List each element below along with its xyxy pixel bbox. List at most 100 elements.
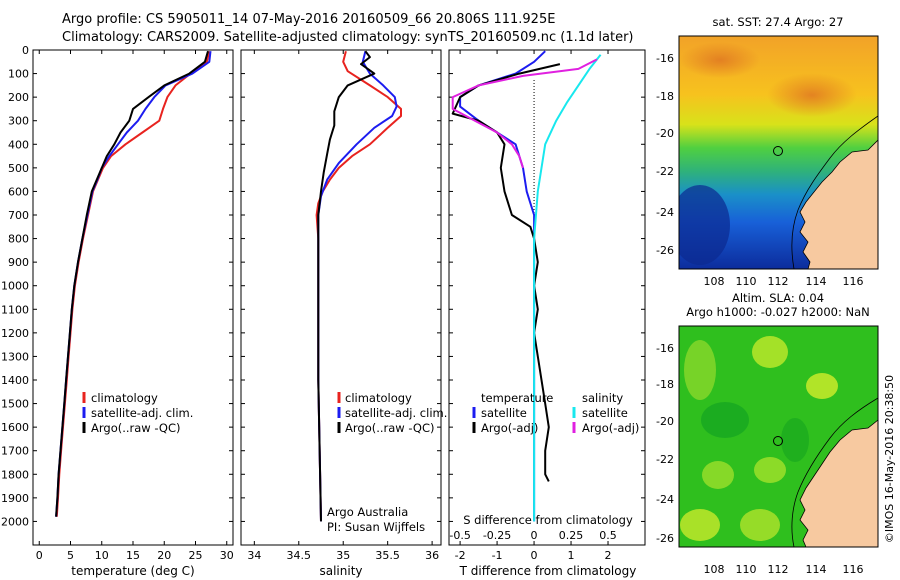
sst-ytick: -18 bbox=[656, 90, 674, 103]
x-tick-label: -2 bbox=[455, 549, 466, 562]
depth-tick-label: 1400 bbox=[1, 374, 29, 387]
sla-low-patch bbox=[701, 402, 749, 438]
s-difference-label: S difference from climatology bbox=[463, 513, 633, 527]
sst-ytick: -22 bbox=[656, 165, 674, 178]
depth-tick-label: 100 bbox=[8, 68, 29, 81]
t-difference-label: T difference from climatology bbox=[459, 564, 637, 578]
sla-isobath bbox=[791, 397, 878, 547]
sla-ytick: -26 bbox=[656, 532, 674, 545]
difference-legend: temperature satellite Argo(-adj) salinit… bbox=[472, 391, 639, 435]
depth-tick-label: 1200 bbox=[1, 327, 29, 340]
series-line-argo-raw-qc bbox=[317, 50, 376, 522]
x-tick-label: 34 bbox=[247, 549, 261, 562]
legend-label-climatology: climatology bbox=[345, 391, 412, 405]
sst-cool-patch bbox=[679, 185, 730, 265]
depth-tick-label: 500 bbox=[8, 162, 29, 175]
sla-ytick: -22 bbox=[656, 453, 674, 466]
sst-xtick: 114 bbox=[806, 275, 827, 288]
sla-map-frame bbox=[678, 325, 879, 548]
difference-depth-ticks bbox=[449, 49, 645, 522]
legend-label-argo: Argo(..raw -QC) bbox=[345, 421, 435, 435]
legend-label-t-satellite: satellite bbox=[481, 406, 527, 420]
salinity-depth-ticks bbox=[241, 49, 441, 522]
sst-ytick: -16 bbox=[656, 52, 674, 65]
legend-label-satellite: satellite-adj. clim. bbox=[345, 406, 447, 420]
x-tick-label: 15 bbox=[126, 549, 140, 562]
sst-xtick: 116 bbox=[843, 275, 864, 288]
x-tick-label: 0 bbox=[36, 549, 43, 562]
sla-map bbox=[679, 326, 878, 547]
header-line-1: Argo profile: CS 5905011_14 07-May-2016 … bbox=[62, 12, 555, 27]
sst-y-axis: -16 -18 -20 -22 -24 -26 bbox=[656, 52, 674, 257]
s-tick-label: 0 bbox=[531, 529, 538, 542]
series-line-argo-raw-qc bbox=[55, 50, 209, 517]
sst-warm-patch bbox=[680, 42, 760, 78]
series-line-climatology bbox=[315, 50, 402, 522]
sst-x-axis: 108 110 112 114 116 bbox=[704, 275, 864, 288]
s-tick-label: -0.25 bbox=[483, 529, 511, 542]
s-tick-label: 0.5 bbox=[599, 529, 617, 542]
s-tick-label: 0.25 bbox=[559, 529, 584, 542]
depth-tick-label: 200 bbox=[8, 91, 29, 104]
x-tick-label: 2 bbox=[605, 549, 612, 562]
sla-x-axis: 108 110 112 114 116 bbox=[704, 563, 864, 576]
temperature-x-axis: 0 5 10 15 20 25 30 bbox=[36, 50, 234, 562]
depth-tick-label: 600 bbox=[8, 185, 29, 198]
sst-isobath bbox=[791, 115, 878, 269]
x-tick-label: 5 bbox=[67, 549, 74, 562]
sla-high-patch bbox=[752, 336, 788, 368]
legend-label-s-satellite: satellite bbox=[582, 406, 628, 420]
sla-xtick: 114 bbox=[806, 563, 827, 576]
sla-xtick: 116 bbox=[843, 563, 864, 576]
depth-tick-label: 1800 bbox=[1, 468, 29, 481]
depth-tick-label: 800 bbox=[8, 233, 29, 246]
depth-tick-label: 400 bbox=[8, 138, 29, 151]
depth-tick-label: 1000 bbox=[1, 280, 29, 293]
sla-xtick: 108 bbox=[704, 563, 725, 576]
series-line-temperature-satellite bbox=[459, 50, 546, 522]
imos-timestamp: ©IMOS 16-May-2016 20:38:50 bbox=[883, 375, 896, 543]
legend-label-climatology: climatology bbox=[91, 391, 158, 405]
s-tick-label: -0.5 bbox=[449, 529, 470, 542]
x-tick-label: 35 bbox=[336, 549, 350, 562]
depth-tick-label: 1900 bbox=[1, 492, 29, 505]
header-line-2: Climatology: CARS2009. Satellite-adjuste… bbox=[62, 30, 634, 45]
depth-tick-label: 1100 bbox=[1, 303, 29, 316]
pi-note: PI: Susan Wijffels bbox=[327, 520, 425, 534]
depth-tick-label: 2000 bbox=[1, 515, 29, 528]
sst-xtick: 110 bbox=[736, 275, 757, 288]
x-tick-label: 34.5 bbox=[287, 549, 312, 562]
temperature-x-label: temperature (deg C) bbox=[71, 564, 194, 578]
x-tick-label: 20 bbox=[157, 549, 171, 562]
sla-land bbox=[799, 419, 878, 547]
series-line-climatology bbox=[55, 50, 211, 517]
sst-map-title: sat. SST: 27.4 Argo: 27 bbox=[713, 15, 844, 29]
salinity-series bbox=[315, 50, 402, 522]
salinity-panel-frame bbox=[240, 49, 442, 546]
sla-xtick: 110 bbox=[736, 563, 757, 576]
sla-map-title: Altim. SLA: 0.04 bbox=[732, 291, 824, 305]
sla-argo-location bbox=[773, 436, 783, 446]
x-tick-label: 1 bbox=[568, 549, 575, 562]
sla-high-patch bbox=[740, 509, 780, 541]
sla-low-patch bbox=[781, 418, 809, 462]
x-tick-label: 25 bbox=[189, 549, 203, 562]
depth-tick-label: 0 bbox=[22, 44, 29, 57]
sla-ytick: -16 bbox=[656, 342, 674, 355]
x-tick-label: 0 bbox=[531, 549, 538, 562]
legend-label-argo: Argo(..raw -QC) bbox=[91, 421, 181, 435]
sst-argo-location bbox=[773, 146, 783, 156]
sst-ytick: -24 bbox=[656, 206, 674, 219]
x-tick-label: 30 bbox=[220, 549, 234, 562]
depth-tick-label: 900 bbox=[8, 256, 29, 269]
temperature-series bbox=[55, 50, 212, 517]
sla-high-patch bbox=[680, 509, 720, 541]
s-difference-axis: -0.5 -0.25 0 0.25 0.5 bbox=[449, 529, 616, 542]
sla-ytick: -20 bbox=[656, 415, 674, 428]
sst-map bbox=[679, 36, 878, 269]
legend-header-temperature: temperature bbox=[481, 391, 553, 405]
sla-high-patch bbox=[754, 457, 786, 483]
x-tick-label: 35.5 bbox=[375, 549, 400, 562]
sst-land bbox=[799, 139, 878, 269]
